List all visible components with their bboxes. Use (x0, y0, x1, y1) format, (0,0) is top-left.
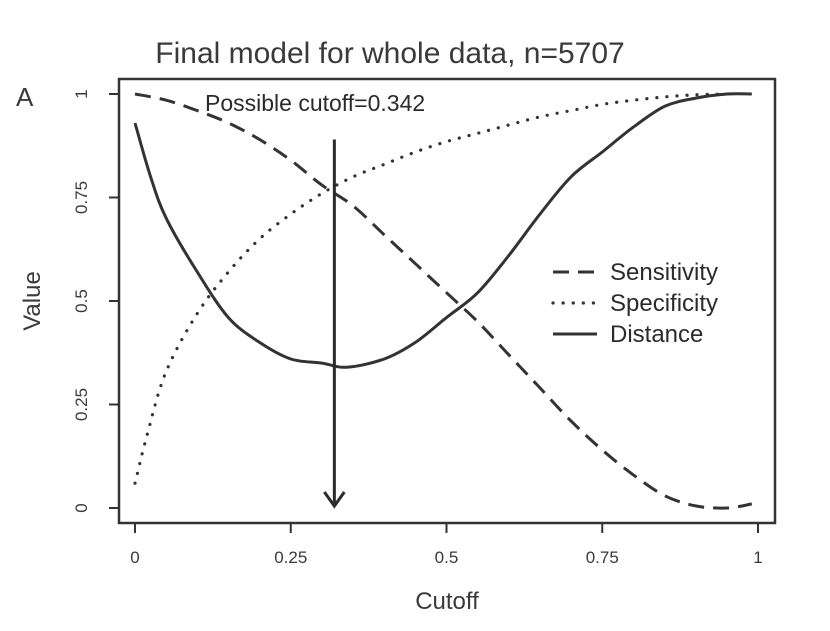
legend-label-distance: Distance (610, 321, 703, 348)
cutoff-arrowhead (323, 491, 346, 509)
x-axis-label: Cutoff (415, 588, 479, 615)
series-layer (133, 92, 753, 510)
series-distance-line (133, 92, 752, 369)
legend-label-specificity: Specificity (610, 290, 718, 317)
series-specificity-line (133, 92, 729, 485)
y-axis-label: Value (19, 271, 46, 331)
y-tick-label: 0 (72, 503, 91, 512)
series-sensitivity-line (134, 92, 753, 510)
y-tick-label: 0.5 (72, 289, 91, 313)
cutoff-annotation: Possible cutoff=0.342 (205, 90, 425, 116)
y-tick-label: 1 (72, 89, 91, 98)
x-tick-label: 1 (753, 548, 762, 567)
legend-label-sensitivity: Sensitivity (610, 259, 718, 286)
x-tick-label: 0 (130, 548, 139, 567)
y-tick-label: 0.25 (72, 388, 91, 421)
x-tick-label: 0.25 (274, 548, 307, 567)
x-tick-label: 0.5 (435, 548, 459, 567)
y-axis: 0 0.25 0.5 0.75 1 (72, 89, 119, 513)
x-tick-label: 0.75 (586, 548, 619, 567)
y-tick-label: 0.75 (72, 181, 91, 214)
chart-title: Final model for whole data, n=5707 (155, 37, 624, 70)
x-axis: 0 0.25 0.5 0.75 1 (130, 523, 763, 567)
legend: Sensitivity Specificity Distance (551, 259, 718, 348)
panel-label: A (16, 82, 34, 112)
